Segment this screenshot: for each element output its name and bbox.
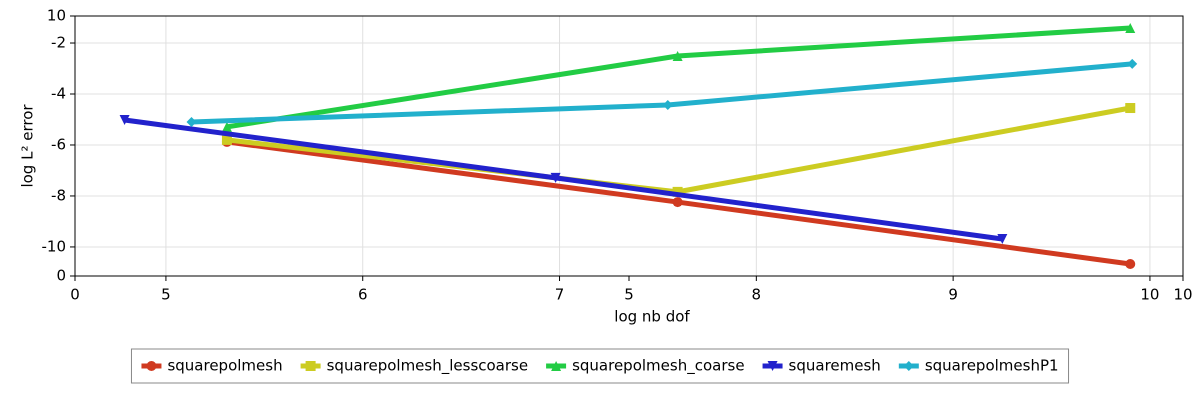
y2-tick-label: 10 (47, 7, 66, 25)
legend-item: squarepolmesh_lesscoarse (300, 357, 528, 376)
marker (997, 234, 1008, 245)
marker (551, 361, 562, 371)
legend-label: squarepolmesh_coarse (572, 357, 744, 376)
marker (221, 134, 232, 145)
marker (1125, 22, 1136, 33)
y2-tick-label: 0 (56, 267, 66, 285)
marker (662, 99, 673, 110)
x2-tick-label: 10 (1173, 286, 1192, 304)
marker (305, 361, 316, 371)
marker (1127, 58, 1138, 69)
marker (1125, 259, 1136, 270)
legend: squarepolmesh squarepolmesh_lesscoarse squ… (130, 348, 1070, 384)
x-tick-label: 6 (358, 286, 368, 304)
y-tick-label: -4 (51, 85, 66, 103)
y-axis-label: log L² error (19, 104, 37, 188)
marker (672, 197, 683, 208)
legend-item: squarepolmesh_coarse (546, 357, 745, 376)
x2-tick-label: 0 (70, 286, 80, 304)
legend-label: squarepolmesh (167, 357, 282, 375)
marker (550, 172, 561, 183)
series-line (124, 117, 1003, 242)
marker (146, 361, 157, 371)
y-tick-label: -6 (51, 135, 66, 153)
x-tick-label: 9 (948, 286, 958, 304)
x-axis-label: log nb dof (614, 308, 690, 326)
y-tick-label: -10 (42, 237, 67, 255)
marker (767, 361, 778, 371)
marker (672, 51, 683, 62)
x-tick-label: 5 (161, 286, 171, 304)
x-tick-label: 10 (1140, 286, 1159, 304)
x2-tick-label: 5 (624, 286, 634, 304)
legend-label: squaremesh (789, 357, 881, 375)
series-line (191, 61, 1133, 125)
x-tick-label: 7 (555, 286, 565, 304)
marker (1125, 103, 1136, 114)
legend-item: squaremesh (762, 357, 881, 375)
legend-item: squarepolmeshP1 (898, 357, 1059, 375)
legend-item: squarepolmesh (141, 357, 283, 375)
marker (119, 115, 130, 125)
marker (186, 117, 197, 128)
marker (903, 361, 914, 371)
marker (672, 186, 683, 197)
plot-frame (74, 15, 1184, 277)
y-tick-label: -8 (51, 186, 66, 204)
marker (221, 121, 232, 132)
legend-label: squarepolmeshP1 (925, 357, 1059, 375)
y-tick-label: -2 (51, 34, 66, 52)
legend-label: squarepolmesh_lesscoarse (327, 357, 528, 376)
x-tick-label: 8 (752, 286, 762, 304)
